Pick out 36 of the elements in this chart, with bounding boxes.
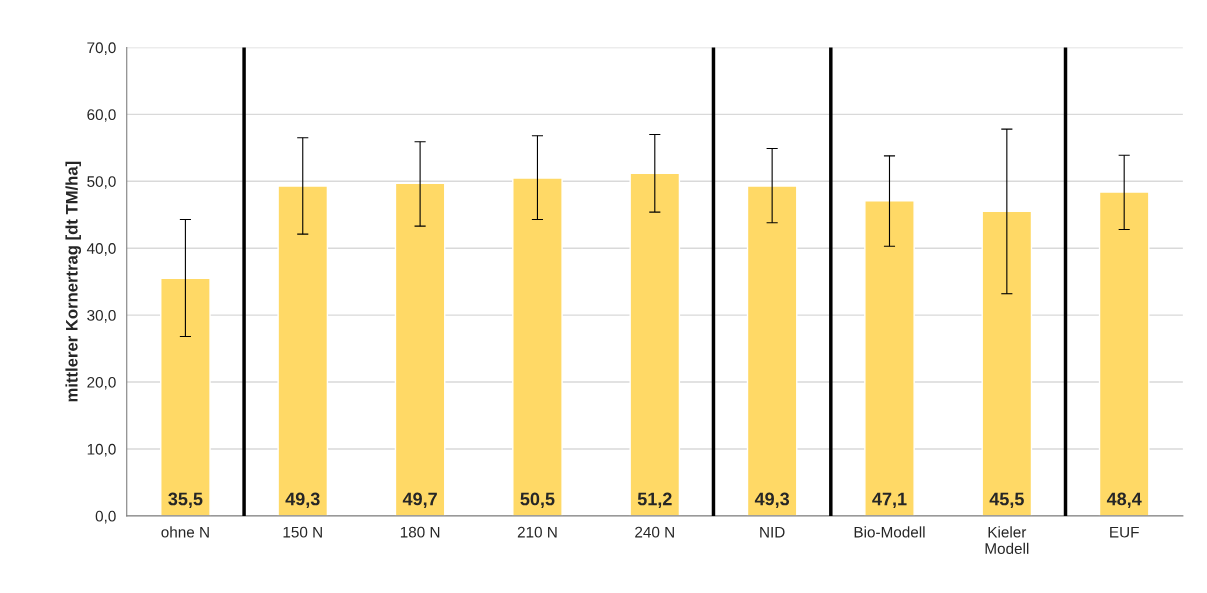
x-tick-label: EUF: [1110, 526, 1139, 538]
x-tick-label: 150 N: [283, 526, 322, 538]
y-axis-title: mittlerer Kornertrag [dt TM/ha]: [65, 161, 82, 402]
bar: [981, 210, 1033, 516]
x-tick-label: Bio-Modell: [854, 526, 925, 538]
y-tick-label: 40,0: [86, 243, 116, 256]
y-tick-label: 20,0: [87, 376, 116, 390]
x-tick-label: 240 N: [635, 526, 674, 538]
data-label: 47,1: [872, 492, 907, 508]
bar: [746, 185, 798, 516]
bar: [1098, 191, 1150, 516]
bar: [277, 185, 329, 516]
x-tick-label: Kieler Modell: [985, 526, 1029, 554]
data-label: 50,5: [520, 492, 555, 508]
y-tick-label: 50,0: [87, 176, 116, 189]
bar: [864, 200, 915, 516]
bar: [160, 277, 211, 516]
x-tick-label: ohne N: [161, 526, 209, 538]
data-label: 35,5: [168, 492, 203, 508]
y-tick-label: 70,0: [87, 42, 116, 55]
bar: [512, 177, 563, 516]
y-tick-label: 0,0: [95, 510, 116, 524]
data-label: 48,4: [1106, 492, 1142, 508]
data-label: 49,3: [754, 492, 790, 508]
x-tick-label: NID: [760, 526, 785, 538]
y-tick-label: 30,0: [87, 310, 116, 323]
bar: [394, 182, 446, 516]
y-tick-label: 10,0: [87, 443, 116, 457]
y-tick-label: 60,0: [87, 109, 116, 122]
x-tick-label: 210 N: [517, 526, 557, 538]
data-label: 51,2: [637, 492, 672, 508]
data-label: 45,5: [989, 492, 1024, 508]
data-label: 49,3: [285, 492, 320, 508]
bar: [629, 172, 681, 516]
x-tick-label: 180 N: [400, 526, 440, 538]
data-label: 49,7: [402, 492, 437, 508]
